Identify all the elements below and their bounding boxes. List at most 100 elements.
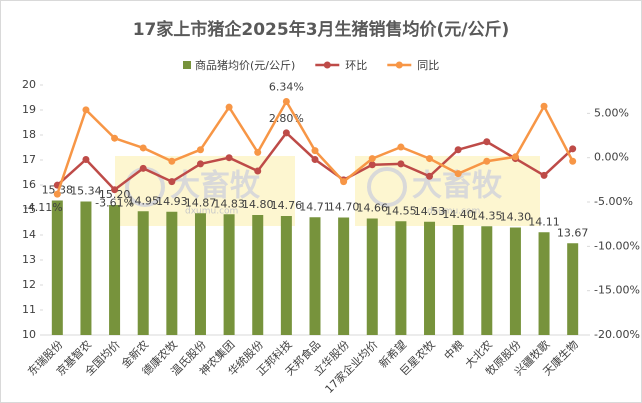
bar (166, 211, 178, 335)
point (340, 178, 348, 186)
point (397, 143, 405, 151)
y-tick-label: 12 (22, 278, 36, 291)
bar (338, 217, 350, 335)
bar-label: 14.93 (156, 195, 188, 208)
bar (137, 211, 149, 335)
legend-swatch (323, 61, 331, 69)
y2-tick-label: -5.00% (594, 195, 633, 208)
point (139, 164, 147, 172)
watermark-url: dxumu.com (427, 207, 480, 217)
bar (538, 232, 550, 335)
point (254, 167, 262, 175)
bar-label: 14.87 (185, 196, 217, 209)
bar (567, 243, 579, 335)
bar-label: 14.83 (213, 197, 245, 210)
bar (309, 217, 321, 335)
y2-tick-label: 0.00% (594, 151, 629, 164)
bar (280, 216, 292, 335)
bar-label: 15.20 (99, 188, 131, 201)
point (569, 157, 577, 165)
bar-label: 14.66 (357, 202, 389, 215)
point (426, 155, 434, 163)
point (196, 146, 204, 154)
point (454, 170, 462, 178)
bar-label: 14.76 (271, 199, 303, 212)
point (540, 171, 548, 179)
chart-title: 17家上市猪企2025年3月生猪销售均价(元/公斤) (133, 19, 510, 40)
bar (509, 227, 521, 335)
y-tick-label: 13 (22, 253, 36, 266)
bar (194, 213, 206, 335)
point-label: -3.61% (95, 197, 134, 210)
bar (109, 205, 121, 335)
point (311, 155, 319, 163)
y-tick-label: 14 (22, 228, 36, 241)
bar (366, 218, 378, 335)
bar-label: 14.40 (442, 208, 474, 221)
legend-label: 环比 (345, 59, 367, 72)
bar-label: 13.67 (557, 226, 589, 239)
point (368, 161, 376, 169)
y-tick-label: 16 (22, 178, 36, 191)
y-tick-label: 19 (22, 103, 36, 116)
bar (424, 221, 436, 335)
bar-label: 14.55 (385, 204, 417, 217)
point (225, 103, 233, 111)
legend-swatch (183, 61, 191, 69)
bar-label: 14.70 (328, 201, 360, 214)
point (282, 97, 290, 105)
bar (51, 200, 63, 335)
point (397, 160, 405, 168)
watermark-logo (367, 167, 407, 207)
point (168, 157, 176, 165)
point (511, 153, 519, 161)
bar-label: 15.38 (42, 184, 74, 197)
point (53, 190, 61, 198)
point (139, 144, 147, 152)
point (225, 154, 233, 162)
point (82, 155, 90, 163)
y2-tick-label: 5.00% (594, 106, 629, 119)
point (454, 146, 462, 154)
bar (80, 201, 92, 335)
point (168, 178, 176, 186)
point (254, 148, 262, 156)
bar (452, 225, 464, 335)
point (368, 155, 376, 163)
point (111, 186, 119, 194)
point (483, 157, 491, 165)
bar (252, 215, 264, 335)
legend-label: 同比 (417, 59, 439, 72)
point (569, 145, 577, 153)
y-tick-label: 18 (22, 128, 36, 141)
point (540, 102, 548, 110)
bar-label: 14.80 (242, 198, 274, 211)
legend-swatch (395, 61, 403, 69)
bar-label: 15.34 (70, 185, 102, 198)
y2-tick-label: -10.00% (594, 239, 640, 252)
point (282, 129, 290, 137)
bar-label: 14.30 (500, 211, 532, 224)
point (426, 172, 434, 180)
point-label: 6.34% (269, 80, 304, 93)
bar-label: 14.95 (127, 194, 159, 207)
point (82, 106, 90, 114)
y-tick-label: 10 (22, 328, 36, 341)
y2-tick-label: -20.00% (594, 328, 640, 341)
y2-tick-label: -15.00% (594, 284, 640, 297)
bar-label: 14.53 (414, 205, 446, 218)
y-tick-label: 11 (22, 303, 36, 316)
point-label: -4.11% (24, 201, 63, 214)
point (111, 134, 119, 142)
bar-label: 14.35 (471, 209, 503, 222)
point (483, 138, 491, 146)
point (196, 160, 204, 168)
legend-label: 商品猪均价(元/公斤) (195, 58, 295, 72)
bar-label: 14.11 (528, 215, 560, 228)
point (311, 147, 319, 155)
y-tick-label: 20 (22, 78, 36, 91)
bar (395, 221, 407, 335)
y-tick-label: 15 (22, 203, 36, 216)
bar (481, 226, 493, 335)
